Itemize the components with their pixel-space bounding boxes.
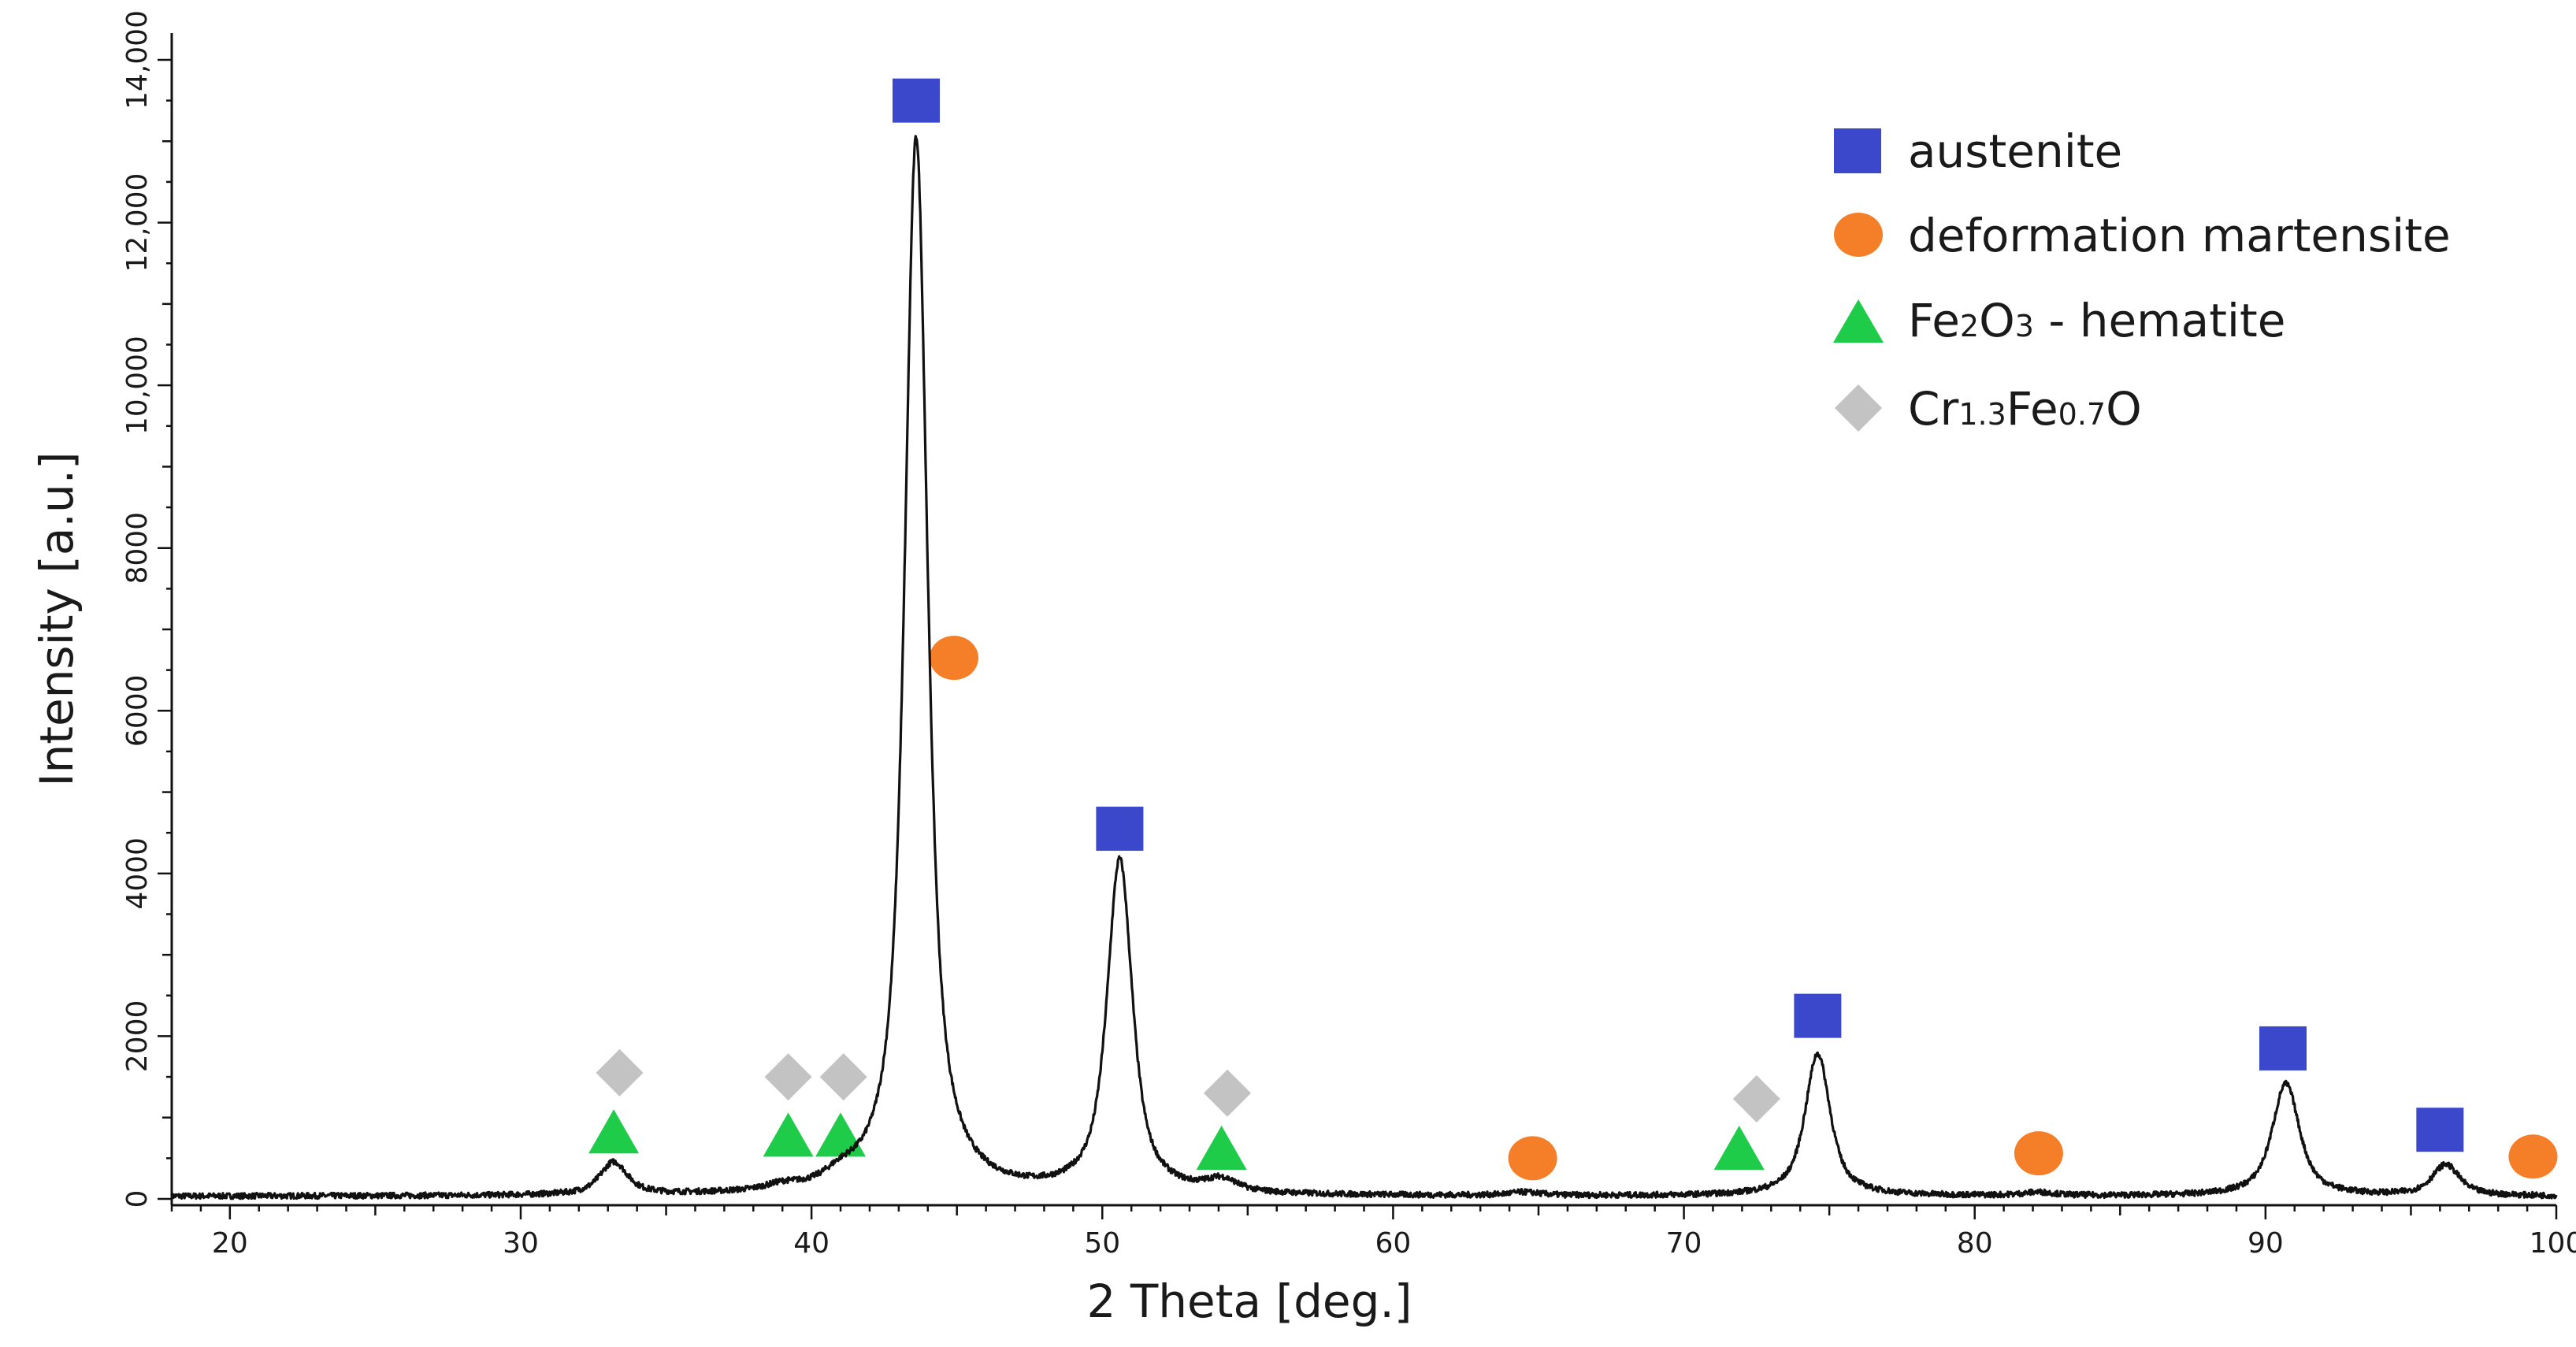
diffraction-trace <box>170 135 2558 1200</box>
y-tick-label: 4000 <box>121 837 154 910</box>
x-tick-label: 70 <box>1666 1227 1702 1260</box>
x-tick-label: 80 <box>1957 1227 1993 1260</box>
legend-martensite-marker <box>1834 213 1883 257</box>
legend: austenite deformation martensite Fe2O3 -… <box>1833 124 2451 436</box>
austenite-marker <box>2259 1026 2307 1071</box>
x-tick-label: 100 <box>2530 1227 2576 1260</box>
hematite-marker <box>1196 1125 1247 1170</box>
legend-martensite-label: deformation martensite <box>1908 209 2451 262</box>
legend-cr-oxide-label: Cr1.3Fe0.7O <box>1908 382 2142 436</box>
x-tick-label: 40 <box>793 1227 830 1260</box>
cr-oxide-marker <box>1204 1069 1252 1117</box>
cr-oxide-marker <box>764 1053 812 1101</box>
y-axis-title: Intensity [a.u.] <box>30 451 84 786</box>
x-ticks: 20 30 40 50 60 70 80 90 100 <box>170 1205 2576 1260</box>
y-tick-label: 10,000 <box>121 336 154 435</box>
austenite-marker <box>893 78 941 123</box>
legend-cr-oxide-marker <box>1835 384 1882 432</box>
x-tick-label: 60 <box>1375 1227 1412 1260</box>
cr-oxide-marker <box>819 1053 867 1101</box>
legend-hematite-label: Fe2O3 - hematite <box>1908 294 2285 347</box>
hematite-marker <box>588 1109 640 1154</box>
cr-oxide-marker <box>1732 1074 1780 1122</box>
y-tick-label: 12,000 <box>121 173 154 273</box>
y-tick-label: 0 <box>121 1190 154 1208</box>
cr-oxide-marker <box>596 1048 644 1097</box>
hematite-marker <box>1713 1125 1765 1170</box>
austenite-marker <box>1096 807 1144 852</box>
martensite-marker <box>2014 1131 2063 1176</box>
legend-austenite-marker <box>1834 128 1881 173</box>
y-tick-label: 14,000 <box>121 10 154 109</box>
martensite-marker <box>1508 1136 1557 1181</box>
x-tick-label: 30 <box>503 1227 539 1260</box>
austenite-marker <box>2416 1108 2464 1152</box>
y-tick-label: 8000 <box>121 512 154 584</box>
x-tick-label: 20 <box>212 1227 248 1260</box>
x-tick-label: 50 <box>1084 1227 1120 1260</box>
y-tick-label: 6000 <box>121 674 154 747</box>
x-tick-label: 90 <box>2248 1227 2284 1260</box>
hematite-marker <box>815 1112 867 1157</box>
martensite-marker <box>930 636 979 681</box>
martensite-marker <box>2508 1134 2558 1179</box>
legend-hematite-marker <box>1833 299 1884 343</box>
y-ticks: 0 2000 4000 6000 8000 10,000 12,000 14,000 <box>121 10 172 1208</box>
austenite-marker <box>1794 993 1842 1038</box>
legend-austenite-label: austenite <box>1908 124 2122 178</box>
x-axis-title: 2 Theta [deg.] <box>1087 1275 1412 1328</box>
hematite-marker <box>763 1112 814 1157</box>
y-tick-label: 2000 <box>121 1000 154 1073</box>
